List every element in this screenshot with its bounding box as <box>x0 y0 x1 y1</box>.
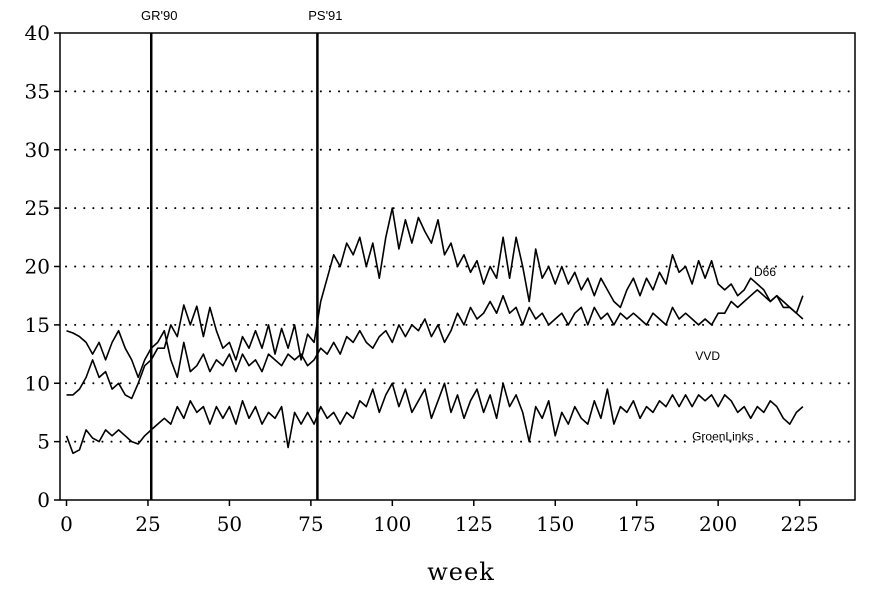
y-tick-label-20: 20 <box>25 255 50 279</box>
series-labels: D66 VVD GroenLinks <box>692 265 776 444</box>
series-label-vvd: VVD <box>695 349 720 363</box>
x-tick-label-125: 125 <box>455 512 493 536</box>
y-axis-ticks: 0 5 10 15 20 25 30 35 40 <box>25 21 60 512</box>
event-label-2: PS'91 <box>308 8 342 23</box>
series-line-d66 <box>66 207 804 400</box>
y-tick-label-5: 5 <box>37 430 50 454</box>
x-tick-label-25: 25 <box>135 512 160 536</box>
x-tick-label-75: 75 <box>298 512 323 536</box>
y-tick-label-25: 25 <box>25 196 50 220</box>
event-markers: GR'90 PS'91 <box>141 8 343 500</box>
x-tick-label-0: 0 <box>60 512 73 536</box>
x-tick-label-175: 175 <box>618 512 656 536</box>
series-line-vvd <box>66 289 804 379</box>
x-tick-label-50: 50 <box>217 512 242 536</box>
series-line-groenlinks <box>65 382 804 455</box>
y-tick-label-40: 40 <box>25 21 50 45</box>
y-tick-label-15: 15 <box>25 313 50 337</box>
x-tick-label-225: 225 <box>781 512 819 536</box>
event-label-1: GR'90 <box>141 8 177 23</box>
grid-lines <box>65 90 852 443</box>
x-axis-label: week <box>427 558 495 586</box>
x-tick-label-200: 200 <box>699 512 737 536</box>
series-lines <box>65 207 804 455</box>
y-tick-label-10: 10 <box>25 371 50 395</box>
x-tick-label-100: 100 <box>373 512 411 536</box>
y-tick-label-30: 30 <box>25 138 50 162</box>
x-tick-label-150: 150 <box>536 512 574 536</box>
x-axis-ticks: 0 25 50 75 100 125 150 175 200 225 <box>60 500 819 536</box>
series-label-d66: D66 <box>754 265 776 279</box>
y-tick-label-0: 0 <box>37 488 50 512</box>
y-tick-label-35: 35 <box>25 79 50 103</box>
series-label-groenlinks: GroenLinks <box>692 429 753 443</box>
